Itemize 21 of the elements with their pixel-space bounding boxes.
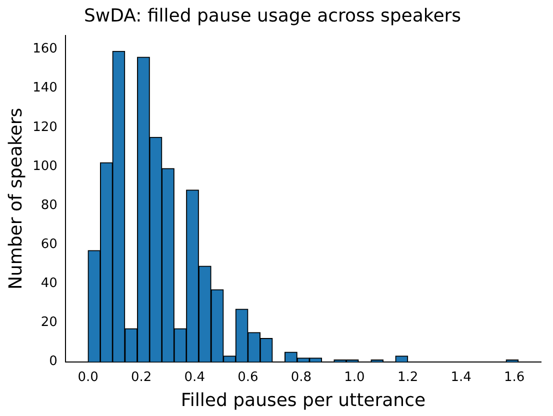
x-tick-label: 0.0 bbox=[78, 370, 98, 385]
y-tick-label: 80 bbox=[40, 198, 58, 213]
y-tick-label: 40 bbox=[40, 276, 58, 292]
x-tick-label: 0.2 bbox=[131, 370, 152, 385]
y-tick-label: 120 bbox=[32, 120, 58, 135]
y-tick-label: 140 bbox=[32, 80, 58, 96]
x-tick-label: 1.6 bbox=[504, 370, 525, 385]
x-tick-label: 1.2 bbox=[397, 370, 418, 385]
x-tick-label: 1.4 bbox=[450, 370, 472, 385]
x-tick-label: 0.4 bbox=[184, 370, 205, 385]
y-tick-label: 160 bbox=[32, 42, 58, 57]
y-tick-label: 100 bbox=[32, 158, 58, 174]
y-axis-title: Number of speakers bbox=[5, 108, 26, 290]
x-tick-label: 0.6 bbox=[238, 370, 258, 385]
x-tick-label: 1.0 bbox=[344, 370, 365, 385]
y-tick-label: 0 bbox=[49, 354, 58, 370]
y-tick-label: 20 bbox=[40, 315, 58, 330]
y-tick-label: 60 bbox=[40, 236, 58, 252]
chart-title: SwDA: filled pause usage across speakers bbox=[84, 5, 462, 26]
x-tick-label: 0.8 bbox=[290, 370, 312, 385]
x-axis-title: Filled pauses per utterance bbox=[180, 390, 426, 411]
